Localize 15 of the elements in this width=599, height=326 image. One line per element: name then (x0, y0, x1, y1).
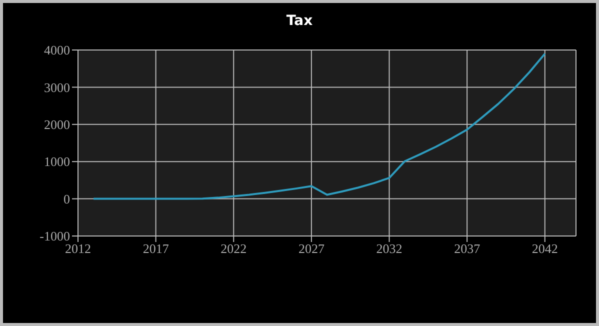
x-tick-label: 2017 (142, 241, 170, 256)
x-tick-label: 2037 (454, 241, 481, 256)
x-tick-label: 2042 (532, 241, 558, 256)
y-tick-label: 4000 (44, 42, 70, 58)
y-tick-label: 1000 (44, 154, 70, 170)
x-tick-label: 2022 (220, 241, 247, 256)
y-tick-label: 2000 (44, 117, 70, 132)
chart-title: Tax (285, 13, 314, 29)
y-tick-label: 0 (64, 191, 70, 206)
x-tick-label: 2027 (298, 241, 325, 256)
y-tick-label: 3000 (44, 80, 70, 95)
line-series (92, 52, 546, 200)
x-tick-label: 2032 (376, 241, 402, 256)
y-tick-label: -1000 (40, 228, 70, 244)
x-tick-label: 2012 (65, 241, 91, 256)
